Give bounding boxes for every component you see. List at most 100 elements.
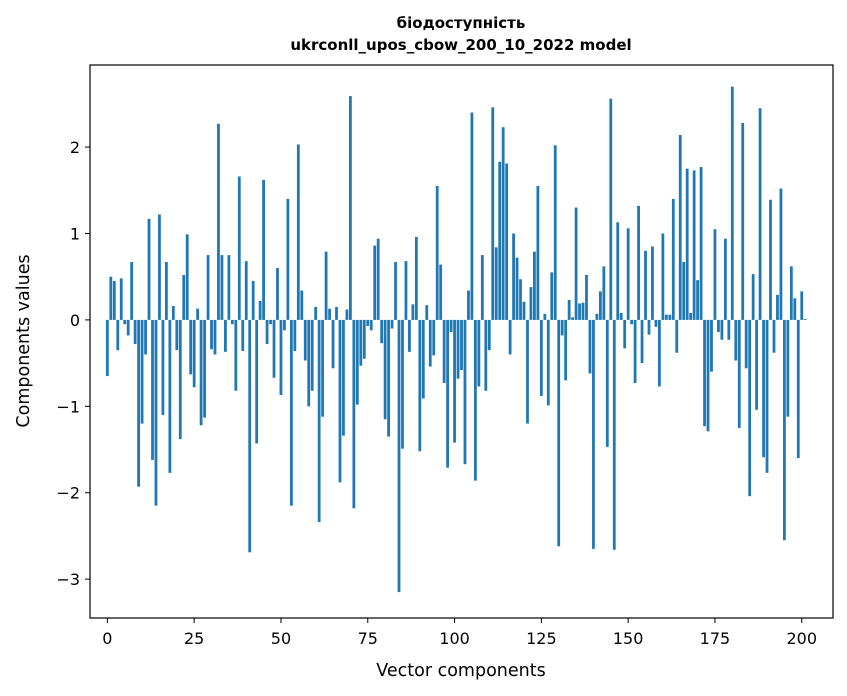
bar-171 bbox=[699, 166, 703, 320]
bar-120 bbox=[522, 301, 526, 320]
bar-186 bbox=[751, 274, 755, 320]
bar-130 bbox=[557, 319, 561, 547]
bar-181 bbox=[734, 319, 738, 361]
bar-166 bbox=[682, 262, 686, 320]
bar-173 bbox=[706, 319, 710, 432]
bar-114 bbox=[501, 127, 505, 320]
bar-141 bbox=[595, 313, 599, 320]
bar-7 bbox=[130, 262, 134, 320]
bar-153 bbox=[637, 205, 640, 320]
bar-197 bbox=[789, 266, 793, 320]
bar-11 bbox=[144, 319, 147, 355]
bar-157 bbox=[651, 246, 654, 320]
bar-57 bbox=[303, 319, 307, 361]
y-tick-label: −3 bbox=[56, 570, 80, 589]
bar-139 bbox=[588, 319, 592, 374]
bar-123 bbox=[533, 251, 536, 320]
x-tick-label: 75 bbox=[358, 629, 378, 648]
bar-34 bbox=[224, 319, 227, 352]
x-axis-ticks: 0 25 50 75 100 125 150 175 200 bbox=[102, 618, 817, 648]
bar-98 bbox=[446, 319, 449, 468]
bar-36 bbox=[230, 319, 234, 325]
bar-27 bbox=[199, 319, 203, 426]
bar-127 bbox=[546, 319, 550, 406]
bar-64 bbox=[328, 308, 331, 320]
bar-22 bbox=[182, 274, 186, 320]
bar-54 bbox=[293, 319, 297, 352]
bar-2 bbox=[112, 281, 116, 320]
bar-163 bbox=[671, 198, 675, 320]
bar-70 bbox=[349, 96, 352, 320]
bar-48 bbox=[272, 319, 276, 378]
bar-84 bbox=[397, 319, 401, 593]
bar-71 bbox=[352, 319, 356, 509]
bar-37 bbox=[234, 319, 238, 391]
bar-44 bbox=[258, 300, 262, 320]
bar-55 bbox=[296, 144, 300, 320]
bar-137 bbox=[581, 302, 585, 320]
bar-68 bbox=[342, 319, 345, 436]
bar-133 bbox=[567, 300, 571, 320]
bar-87 bbox=[408, 319, 411, 352]
bar-82 bbox=[390, 319, 394, 329]
bar-184 bbox=[744, 319, 748, 369]
bar-52 bbox=[286, 198, 290, 320]
bar-150 bbox=[626, 228, 630, 320]
bar-31 bbox=[213, 319, 217, 355]
bar-146 bbox=[612, 319, 616, 550]
bar-40 bbox=[244, 261, 248, 320]
bar-93 bbox=[428, 319, 432, 367]
bar-177 bbox=[720, 319, 724, 340]
bar-72 bbox=[355, 319, 359, 405]
bar-42 bbox=[251, 281, 255, 320]
bar-50 bbox=[279, 319, 283, 396]
bar-118 bbox=[515, 257, 519, 320]
bar-113 bbox=[498, 161, 502, 320]
bar-192 bbox=[772, 319, 776, 353]
bar-25 bbox=[192, 319, 196, 388]
bar-38 bbox=[237, 176, 241, 320]
bar-96 bbox=[439, 264, 443, 320]
bar-107 bbox=[477, 319, 481, 387]
bar-196 bbox=[786, 319, 790, 417]
plot-frame bbox=[89, 64, 834, 619]
bar-179 bbox=[727, 319, 731, 340]
x-tick-label: 175 bbox=[700, 629, 731, 648]
bar-20 bbox=[175, 319, 179, 351]
bar-51 bbox=[283, 319, 286, 331]
bar-65 bbox=[331, 319, 335, 369]
bar-128 bbox=[550, 272, 554, 320]
bar-94 bbox=[432, 319, 436, 356]
bar-193 bbox=[776, 294, 779, 320]
bar-169 bbox=[692, 170, 696, 320]
bar-90 bbox=[418, 319, 422, 452]
bar-9 bbox=[137, 319, 140, 487]
bars-group bbox=[105, 86, 807, 593]
bar-1 bbox=[109, 276, 113, 320]
bar-14 bbox=[154, 319, 158, 506]
bar-33 bbox=[220, 255, 224, 320]
bar-32 bbox=[217, 123, 220, 320]
bar-3 bbox=[116, 319, 120, 351]
bar-144 bbox=[605, 319, 609, 447]
bar-13 bbox=[151, 319, 154, 460]
bar-164 bbox=[675, 319, 679, 353]
bar-158 bbox=[654, 319, 658, 327]
bar-162 bbox=[668, 314, 672, 320]
bar-56 bbox=[300, 290, 304, 320]
bar-106 bbox=[474, 319, 477, 481]
bar-185 bbox=[748, 319, 752, 497]
bar-24 bbox=[189, 319, 193, 375]
bar-66 bbox=[335, 306, 338, 320]
x-tick-label: 50 bbox=[271, 629, 291, 648]
bar-47 bbox=[269, 319, 272, 325]
bar-191 bbox=[769, 199, 772, 320]
bar-151 bbox=[630, 319, 634, 325]
bar-80 bbox=[383, 319, 387, 420]
bar-16 bbox=[161, 319, 165, 415]
bar-10 bbox=[140, 319, 144, 424]
bar-21 bbox=[178, 319, 182, 440]
bar-92 bbox=[425, 305, 429, 320]
bar-45 bbox=[262, 179, 265, 320]
bar-183 bbox=[741, 122, 745, 320]
